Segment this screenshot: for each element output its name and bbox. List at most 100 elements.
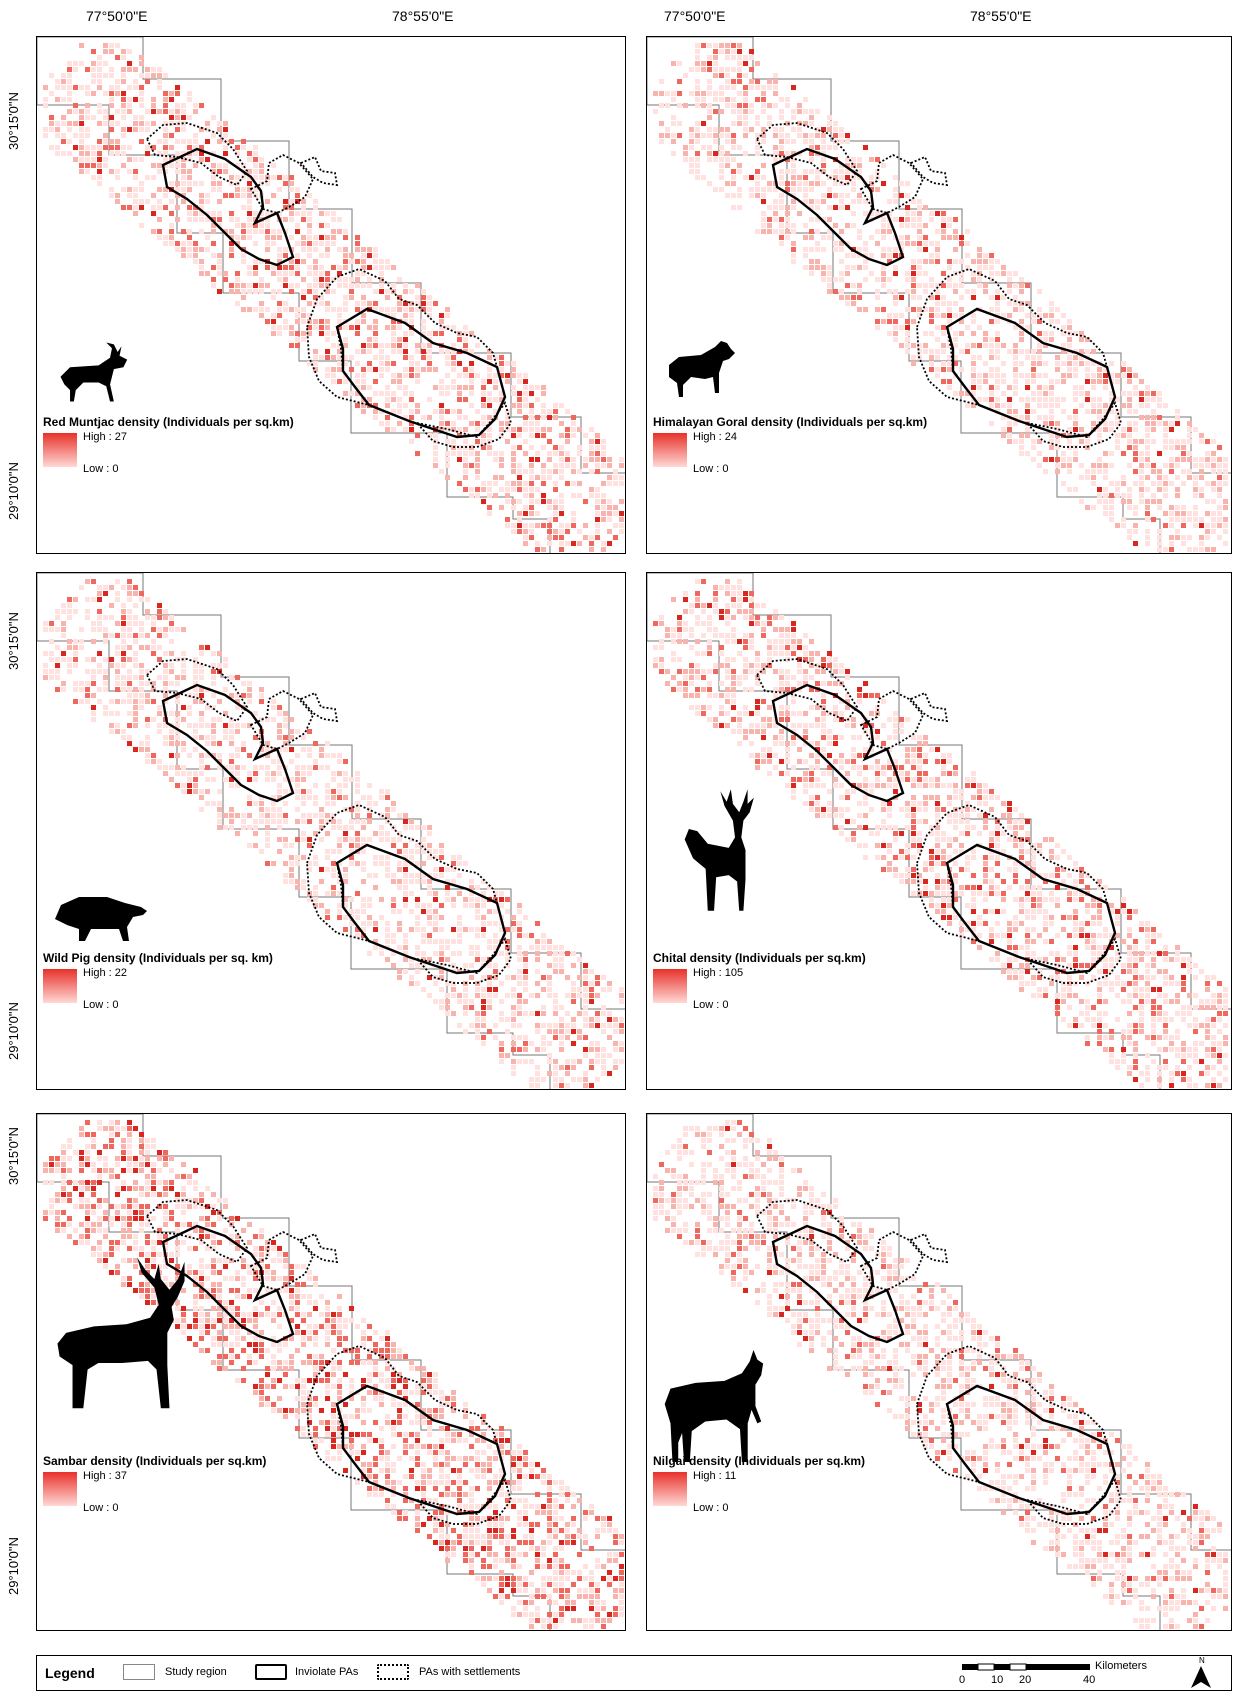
density-cell — [791, 223, 796, 228]
density-cell — [157, 235, 162, 240]
density-cell — [1073, 409, 1078, 414]
density-cell — [79, 151, 84, 156]
density-cell — [659, 79, 664, 84]
density-cell — [1031, 457, 1036, 462]
density-cell — [695, 157, 700, 162]
density-cell — [1217, 535, 1222, 540]
density-cell — [337, 229, 342, 234]
density-cell — [121, 91, 126, 96]
density-cell — [1103, 493, 1108, 498]
density-cell — [1175, 511, 1180, 516]
density-cell — [989, 265, 994, 270]
density-cell — [235, 163, 240, 168]
density-cell — [1151, 469, 1156, 474]
density-cell — [959, 235, 964, 240]
density-cell — [145, 681, 150, 686]
density-cell — [217, 121, 222, 126]
density-cell — [1019, 451, 1024, 456]
density-cell — [935, 313, 940, 318]
density-cell — [845, 205, 850, 210]
density-cell — [695, 175, 700, 180]
density-cell — [61, 73, 66, 78]
density-cell — [445, 361, 450, 366]
density-map — [647, 37, 1231, 553]
density-cell — [899, 295, 904, 300]
density-cell — [151, 109, 156, 114]
density-cell — [803, 187, 808, 192]
density-cell — [547, 1023, 552, 1028]
density-cell — [337, 849, 342, 854]
density-cell — [343, 391, 348, 396]
density-cell — [1187, 427, 1192, 432]
density-cell — [157, 229, 162, 234]
density-cell — [337, 379, 342, 384]
density-cell — [971, 367, 976, 372]
density-cell — [833, 169, 838, 174]
density-cell — [589, 451, 594, 456]
density-cell — [427, 361, 432, 366]
density-cell — [301, 837, 306, 842]
density-cell — [541, 1041, 546, 1046]
density-cell — [85, 157, 90, 162]
density-cell — [205, 121, 210, 126]
density-cell — [1013, 367, 1018, 372]
density-cell — [259, 211, 264, 216]
density-cell — [139, 61, 144, 66]
density-cell — [1001, 313, 1006, 318]
density-cell — [845, 271, 850, 276]
density-cell — [307, 319, 312, 324]
density-cell — [283, 271, 288, 276]
density-cell — [1175, 505, 1180, 510]
density-cell — [469, 385, 474, 390]
density-cell — [325, 867, 330, 872]
density-cell — [1205, 523, 1210, 528]
density-cell — [989, 397, 994, 402]
density-cell — [1127, 463, 1132, 468]
density-cell — [565, 463, 570, 468]
density-cell — [881, 229, 886, 234]
density-cell — [391, 313, 396, 318]
density-cell — [1121, 367, 1126, 372]
density-cell — [1193, 487, 1198, 492]
density-cell — [1193, 493, 1198, 498]
density-cell — [809, 121, 814, 126]
density-cell — [523, 391, 528, 396]
density-cell — [523, 975, 528, 980]
density-cell — [911, 199, 916, 204]
density-cell — [445, 385, 450, 390]
density-cell — [463, 903, 468, 908]
density-cell — [433, 927, 438, 932]
density-cell — [677, 61, 682, 66]
density-cell — [1043, 337, 1048, 342]
density-cell — [439, 957, 444, 962]
density-cell — [67, 61, 72, 66]
density-cell — [469, 391, 474, 396]
density-cell — [1151, 499, 1156, 504]
density-cell — [535, 499, 540, 504]
density-cell — [373, 337, 378, 342]
density-cell — [547, 975, 552, 980]
density-cell — [355, 801, 360, 806]
density-cell — [343, 915, 348, 920]
density-cell — [953, 343, 958, 348]
density-cell — [181, 115, 186, 120]
density-cell — [559, 469, 564, 474]
density-cell — [367, 897, 372, 902]
density-cell — [595, 445, 600, 450]
density-cell — [325, 331, 330, 336]
density-cell — [541, 499, 546, 504]
density-cell — [1049, 313, 1054, 318]
density-cell — [1103, 373, 1108, 378]
density-cell — [601, 1023, 606, 1028]
density-cell — [343, 229, 348, 234]
density-cell — [1169, 517, 1174, 522]
density-cell — [613, 511, 618, 516]
density-cell — [247, 307, 252, 312]
density-cell — [905, 319, 910, 324]
density-cell — [523, 535, 528, 540]
density-cell — [157, 729, 162, 734]
density-cell — [905, 217, 910, 222]
density-cell — [725, 67, 730, 72]
density-cell — [1127, 535, 1132, 540]
density-cell — [995, 367, 1000, 372]
